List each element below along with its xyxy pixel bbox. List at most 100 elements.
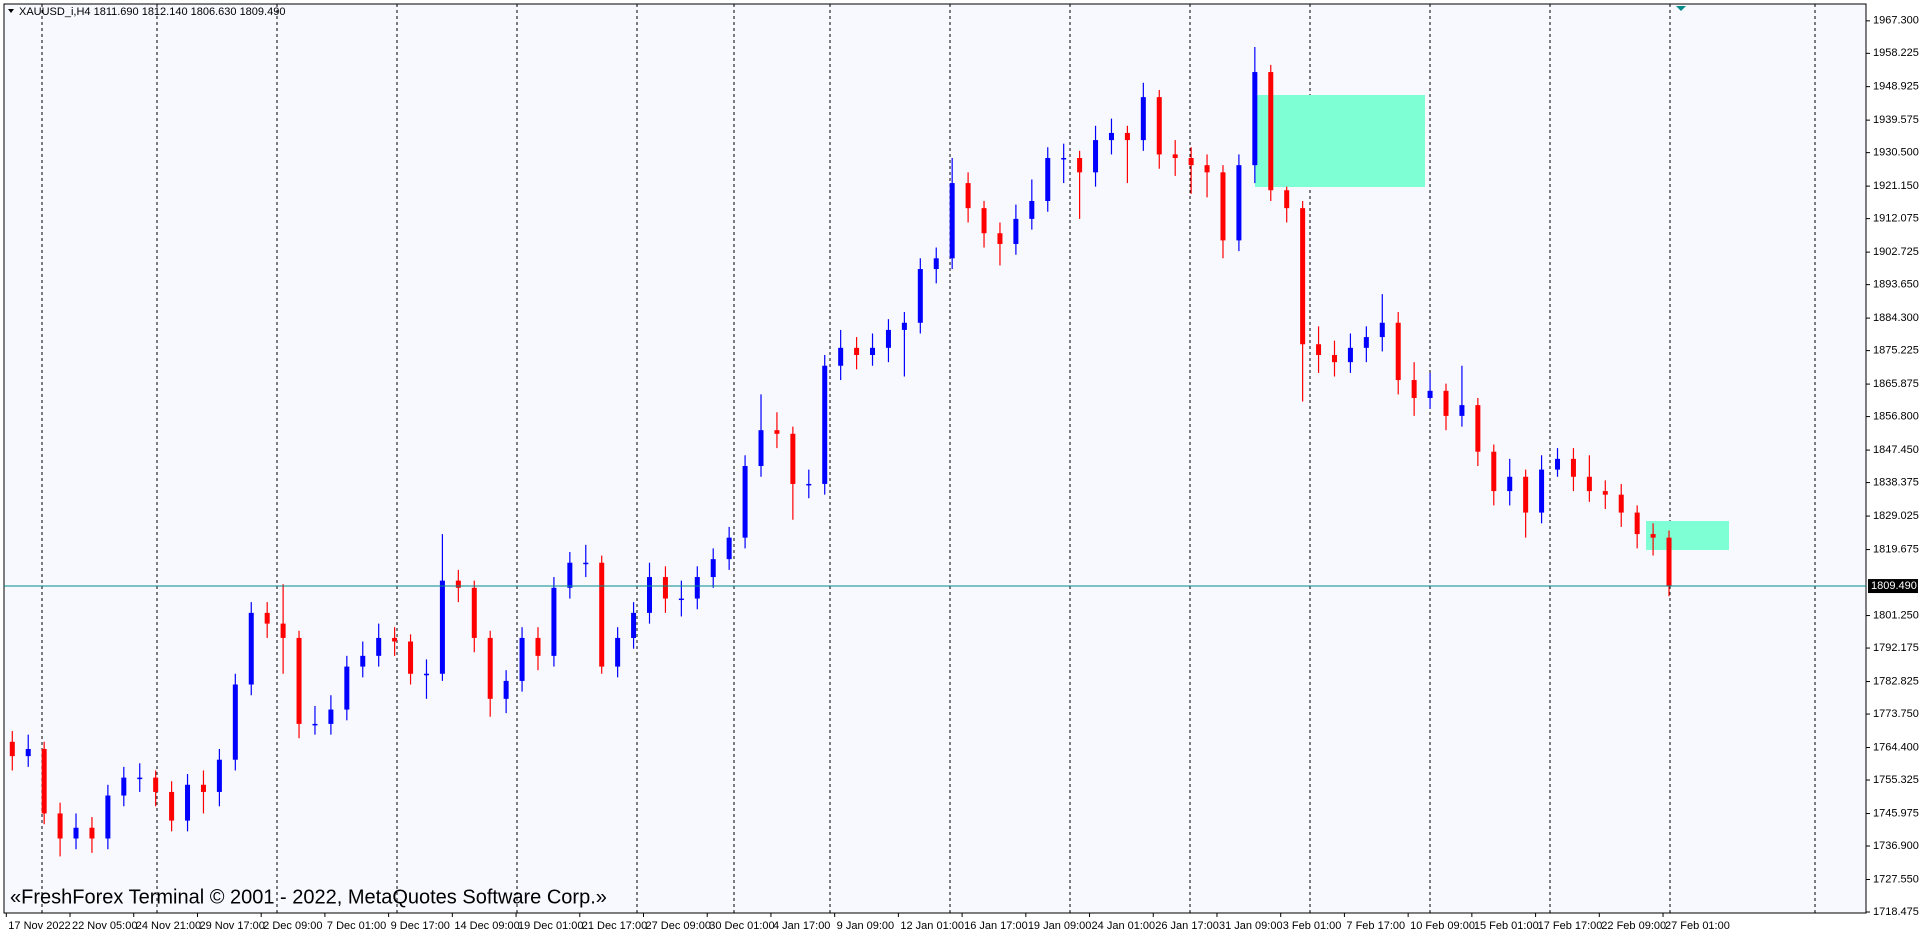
candle-body bbox=[455, 580, 461, 588]
plot-area bbox=[3, 3, 1867, 914]
candle-body bbox=[917, 269, 923, 323]
candle-body bbox=[1172, 154, 1178, 159]
candle-body bbox=[726, 537, 732, 560]
x-tick-label: 31 Jan 09:00 bbox=[1219, 920, 1283, 932]
candle-body bbox=[1013, 218, 1019, 244]
candle-body bbox=[439, 580, 445, 674]
x-tick-label: 17 Nov 2022 bbox=[8, 920, 70, 932]
x-tick-label: 24 Jan 01:00 bbox=[1092, 920, 1156, 932]
x-tick-label: 7 Feb 17:00 bbox=[1346, 920, 1405, 932]
candle-body bbox=[535, 637, 541, 656]
candle-body bbox=[1555, 458, 1561, 470]
y-tick-label: 1782.825 bbox=[1873, 675, 1919, 687]
candle-body bbox=[376, 637, 382, 656]
candle-body bbox=[1140, 97, 1146, 141]
candle-body bbox=[1539, 469, 1545, 513]
y-tick-label: 1856.800 bbox=[1873, 411, 1919, 423]
menu-arrow[interactable] bbox=[8, 9, 14, 13]
y-tick-label: 1939.575 bbox=[1873, 114, 1919, 126]
y-tick-label: 1755.325 bbox=[1873, 774, 1919, 786]
y-tick-label: 1912.075 bbox=[1873, 213, 1919, 225]
candle-body bbox=[1475, 405, 1481, 452]
candle-body bbox=[551, 587, 557, 656]
candle-body bbox=[678, 598, 684, 601]
x-tick-label: 22 Nov 05:00 bbox=[72, 920, 137, 932]
zone-rect bbox=[1646, 521, 1729, 550]
candle-body bbox=[1570, 458, 1576, 477]
candle-body bbox=[9, 741, 15, 757]
candle-body bbox=[185, 784, 191, 821]
candle-body bbox=[1300, 208, 1306, 345]
y-tick-label: 1838.375 bbox=[1873, 476, 1919, 488]
candle-body bbox=[503, 680, 509, 699]
watermark: «FreshForex Terminal © 2001 - 2022, Meta… bbox=[10, 886, 607, 908]
x-tick-label: 3 Feb 01:00 bbox=[1283, 920, 1342, 932]
candle-body bbox=[1188, 158, 1194, 166]
y-tick-label: 1829.025 bbox=[1873, 510, 1919, 522]
vertical-grid bbox=[41, 4, 1816, 913]
x-tick-label: 27 Dec 09:00 bbox=[646, 920, 711, 932]
candle-body bbox=[121, 777, 127, 796]
y-tick-label: 1875.225 bbox=[1873, 345, 1919, 357]
candle-body bbox=[615, 637, 621, 667]
candle-body bbox=[583, 562, 589, 565]
y-tick-label: 1773.750 bbox=[1873, 708, 1919, 720]
candle-body bbox=[1093, 140, 1099, 173]
candle-body bbox=[1156, 97, 1162, 155]
candle-body bbox=[423, 673, 429, 676]
candle-body bbox=[870, 347, 876, 355]
y-tick-label: 1893.650 bbox=[1873, 279, 1919, 291]
x-tick-label: 17 Feb 17:00 bbox=[1538, 920, 1603, 932]
candle-body bbox=[1124, 132, 1130, 141]
y-tick-label: 1801.250 bbox=[1873, 609, 1919, 621]
y-tick-label: 1865.875 bbox=[1873, 378, 1919, 390]
candle-body bbox=[41, 748, 47, 814]
x-tick-label: 9 Dec 17:00 bbox=[391, 920, 450, 932]
candle-body bbox=[997, 233, 1003, 244]
x-tick-label: 27 Feb 01:00 bbox=[1665, 920, 1730, 932]
candle-body bbox=[774, 430, 780, 434]
candle-body bbox=[790, 433, 796, 484]
candle-body bbox=[519, 637, 525, 681]
candle-body bbox=[694, 577, 700, 599]
candle-body bbox=[933, 258, 939, 270]
x-tick-label: 2 Dec 09:00 bbox=[263, 920, 322, 932]
candle-body bbox=[662, 577, 668, 599]
candle-body bbox=[981, 208, 987, 234]
candle-body bbox=[1331, 354, 1337, 363]
x-tick-label: 29 Nov 17:00 bbox=[199, 920, 264, 932]
candle-body bbox=[854, 347, 860, 355]
x-tick-label: 9 Jan 09:00 bbox=[837, 920, 895, 932]
y-tick-label: 1930.500 bbox=[1873, 147, 1919, 159]
candle-body bbox=[312, 723, 318, 726]
candle-body bbox=[1507, 476, 1513, 492]
candle-body bbox=[1395, 322, 1401, 381]
candle-body bbox=[1443, 390, 1449, 416]
y-tick-label: 1718.475 bbox=[1873, 906, 1919, 918]
candle-body bbox=[1523, 476, 1529, 513]
candle-body bbox=[169, 791, 175, 821]
candle-body bbox=[296, 637, 302, 724]
candle-body bbox=[105, 795, 111, 839]
candle-body bbox=[1618, 494, 1624, 513]
x-tick-label: 24 Nov 21:00 bbox=[136, 920, 201, 932]
y-tick-label: 1847.450 bbox=[1873, 444, 1919, 456]
candle-body bbox=[1602, 491, 1608, 495]
candle-body bbox=[885, 329, 891, 348]
candle-body bbox=[1029, 200, 1035, 219]
candle-body bbox=[487, 637, 493, 699]
x-tick-label: 19 Jan 09:00 bbox=[1028, 920, 1092, 932]
candle-body bbox=[1650, 534, 1656, 538]
candle-body bbox=[344, 666, 350, 710]
candle-body bbox=[965, 183, 971, 209]
candle-body bbox=[599, 562, 605, 667]
x-tick-label: 4 Jan 17:00 bbox=[773, 920, 831, 932]
candle-body bbox=[392, 637, 398, 642]
candle-body bbox=[280, 623, 286, 638]
candle-body bbox=[1252, 72, 1258, 166]
candle-body bbox=[471, 587, 477, 638]
x-tick-label: 7 Dec 01:00 bbox=[327, 920, 386, 932]
candle-body bbox=[1459, 405, 1465, 416]
